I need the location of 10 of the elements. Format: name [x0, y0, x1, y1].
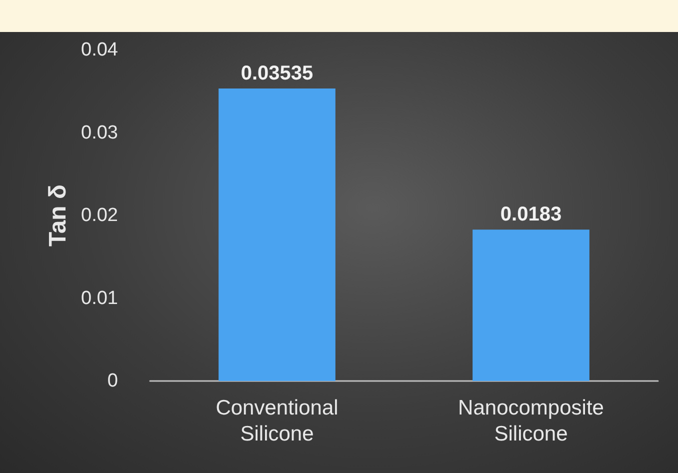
- x-tick-label: Nanocomposite Silicone: [458, 396, 604, 446]
- y-axis-title: Tan δ: [44, 184, 72, 247]
- x-tick-label: Conventional Silicone: [216, 396, 338, 446]
- y-tick-label: 0.04: [81, 40, 118, 60]
- y-tick-label: 0.01: [81, 288, 118, 309]
- y-tick-label: 0.03: [81, 122, 118, 144]
- data-label: 0.03535: [240, 62, 314, 84]
- y-tick-label: 0.02: [81, 205, 118, 226]
- y-tick-label: 0: [107, 370, 118, 392]
- data-label: 0.0183: [500, 204, 562, 226]
